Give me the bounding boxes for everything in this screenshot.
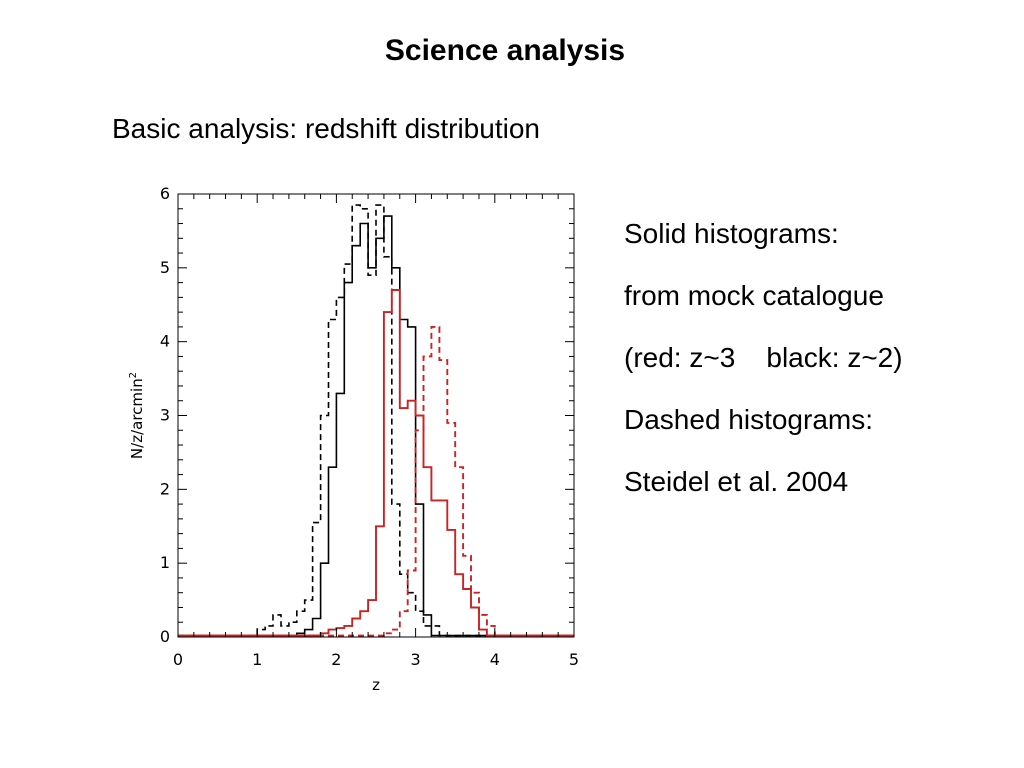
x-tick-label: 2 xyxy=(331,650,341,669)
x-tick-label: 0 xyxy=(173,650,183,669)
x-tick-label: 4 xyxy=(490,650,500,669)
x-tick-label: 5 xyxy=(569,650,579,669)
x-tick-label: 1 xyxy=(252,650,262,669)
histogram-series-3 xyxy=(178,289,574,637)
histogram-series-2 xyxy=(178,204,574,637)
x-tick-label: 3 xyxy=(411,650,421,669)
y-tick-label: 0 xyxy=(160,627,170,646)
notes-panel: Solid histograms: from mock catalogue (r… xyxy=(624,203,903,513)
y-tick-label: 2 xyxy=(160,479,170,498)
plot-series-group xyxy=(178,204,574,637)
note-line-2: from mock catalogue xyxy=(624,280,884,311)
y-axis-label-text: N/z/arcmin xyxy=(128,378,146,459)
y-tick-label: 6 xyxy=(160,184,170,203)
histogram-series-4 xyxy=(178,325,574,637)
slide-title: Science analysis xyxy=(384,34,626,67)
y-axis-label: N/z/arcmin2 xyxy=(128,372,146,459)
note-line-5: Steidel et al. 2004 xyxy=(624,466,849,497)
y-tick-label: 5 xyxy=(160,258,170,277)
y-axis-label-superscript: 2 xyxy=(128,372,139,378)
note-line-3: (red: z~3 black: z~2) xyxy=(624,342,903,373)
tick-labels-group: 0 1 2 3 4 5 0 1 2 3 4 5 6 xyxy=(160,184,579,669)
x-axis-label: z xyxy=(372,676,380,694)
ticks-group xyxy=(177,193,575,638)
note-line-4: Dashed histograms: xyxy=(624,404,874,435)
y-tick-label: 1 xyxy=(160,553,170,572)
note-line-1: Solid histograms: xyxy=(624,218,839,249)
slide-subtitle: Basic analysis: redshift distribution xyxy=(112,113,540,144)
y-tick-label: 3 xyxy=(160,406,170,425)
y-tick-label: 4 xyxy=(160,332,170,351)
